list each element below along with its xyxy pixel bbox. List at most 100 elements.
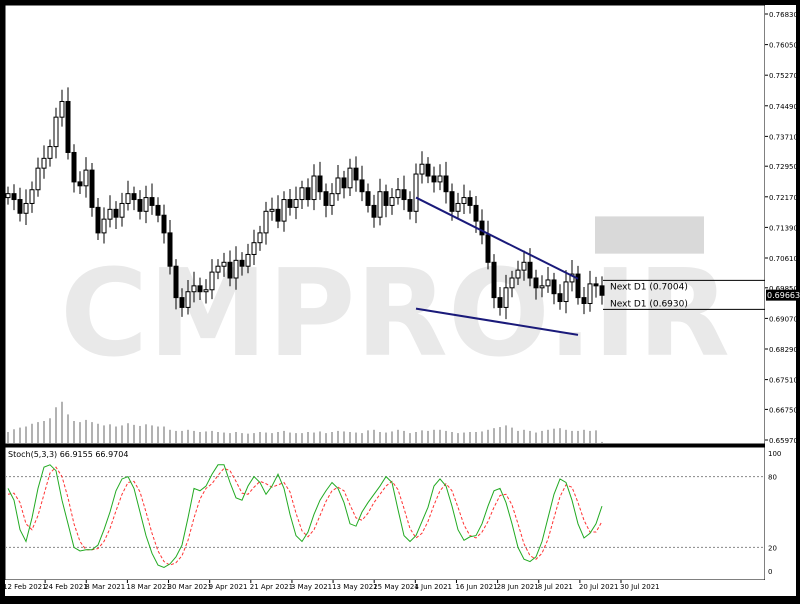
- candle: [257, 225, 263, 251]
- candle-body-down: [77, 181, 83, 187]
- candle-body-down: [371, 204, 377, 218]
- candle: [173, 259, 179, 310]
- candle-body-down: [161, 214, 167, 234]
- stoch-label: Stoch(5,3,3) 66.9155 66.9704: [8, 450, 128, 459]
- time-tick-label: 13 May 2021: [332, 583, 378, 591]
- candle: [191, 271, 197, 303]
- candle-body-down: [575, 273, 581, 299]
- candle: [263, 201, 269, 245]
- stoch-tick-label: 80: [768, 474, 777, 482]
- candle-body-up: [347, 167, 353, 189]
- candle-body-down: [305, 187, 311, 201]
- next-d1-label-lower: Next D1 (0.6930): [610, 299, 688, 309]
- candle-body-down: [323, 191, 329, 206]
- candle: [479, 209, 485, 245]
- stoch-plot-area: [4, 446, 766, 581]
- candle: [47, 139, 53, 167]
- candle-body-down: [359, 179, 365, 193]
- candle: [437, 164, 443, 191]
- candle: [125, 180, 131, 211]
- time-tick-label: 18 Mar 2021: [126, 583, 170, 591]
- candle-body-down: [467, 197, 473, 206]
- candle-body-up: [143, 197, 149, 212]
- candle: [563, 270, 569, 314]
- watermark-text: CMPRO.IR: [60, 245, 730, 384]
- candle-body-down: [17, 199, 23, 214]
- time-axis: [5, 580, 796, 596]
- candle-body-up: [41, 157, 47, 169]
- stoch-k-line: [7, 464, 603, 569]
- trendline-lower[interactable]: [415, 307, 579, 336]
- candle-body-down: [407, 199, 413, 212]
- candle-body-up: [29, 189, 35, 204]
- candle: [551, 272, 557, 305]
- candle: [203, 279, 209, 304]
- candle-body-down: [113, 208, 119, 218]
- candle: [155, 197, 161, 223]
- price-tick-label: 0.69070: [769, 315, 798, 323]
- candle-body-down: [479, 220, 485, 236]
- candle-body-down: [149, 197, 155, 206]
- price-tick-label: 0.75270: [769, 72, 798, 80]
- time-tick-label: 9 Apr 2021: [209, 583, 248, 591]
- candle: [53, 107, 59, 159]
- candle-body-up: [23, 202, 29, 214]
- candle-body-down: [365, 191, 371, 206]
- candle-body-down: [581, 297, 587, 304]
- candle: [359, 165, 365, 202]
- price-tick-label: 0.70610: [769, 255, 798, 263]
- candle-body-down: [275, 208, 281, 222]
- candle: [593, 276, 599, 298]
- candle-body-up: [47, 146, 53, 159]
- price-tick-label: 0.71390: [769, 224, 798, 232]
- candle-body-down: [473, 204, 479, 222]
- candle: [581, 287, 587, 315]
- candle-body-up: [377, 191, 383, 218]
- candle-body-down: [485, 234, 491, 263]
- candle-body-up: [101, 218, 107, 234]
- candle-body-up: [389, 197, 395, 206]
- candle-body-up: [461, 197, 467, 204]
- candle: [305, 178, 311, 207]
- time-tick-label: 30 Jul 2021: [620, 583, 660, 591]
- candle: [245, 243, 251, 274]
- candle-body-down: [137, 199, 143, 212]
- time-tick-label: 8 Jul 2021: [538, 583, 573, 591]
- price-tick-label: 0.72170: [769, 194, 798, 202]
- trendline-upper[interactable]: [415, 196, 579, 280]
- candle-body-up: [107, 208, 113, 220]
- candle: [413, 163, 419, 224]
- candle-body-up: [545, 279, 551, 287]
- next-d1-label-upper: Next D1 (0.7004): [610, 282, 688, 292]
- candle-body-up: [203, 289, 209, 293]
- candle-body-up: [185, 291, 191, 308]
- price-tick-label: 0.74490: [769, 103, 798, 111]
- time-tick-label: 28 Jun 2021: [497, 583, 539, 591]
- candle-body-down: [491, 261, 497, 299]
- candle-body-up: [503, 287, 509, 308]
- candle: [389, 188, 395, 215]
- candle-body-down: [65, 100, 71, 153]
- candle: [293, 186, 299, 220]
- price-tick-label: 0.69850: [769, 285, 798, 293]
- candle-body-up: [539, 285, 545, 289]
- candle: [497, 287, 503, 316]
- time-tick-label: 3 May 2021: [291, 583, 332, 591]
- candle-body-up: [311, 175, 317, 201]
- time-tick-label: 30 Mar 2021: [168, 583, 212, 591]
- candle: [347, 158, 353, 197]
- candle: [443, 161, 449, 204]
- candle-body-down: [155, 204, 161, 216]
- candle-body-up: [413, 173, 419, 212]
- candle-body-down: [341, 177, 347, 189]
- candle-body-up: [35, 167, 41, 191]
- candle: [515, 260, 521, 286]
- candle-body-down: [431, 175, 437, 183]
- candle: [143, 185, 149, 224]
- candle: [161, 204, 167, 244]
- price-tick-label: 0.72950: [769, 163, 798, 171]
- candle-body-up: [395, 189, 401, 199]
- candle-body-up: [53, 116, 59, 148]
- price-tick-label: 0.76050: [769, 42, 798, 50]
- candle: [539, 275, 545, 298]
